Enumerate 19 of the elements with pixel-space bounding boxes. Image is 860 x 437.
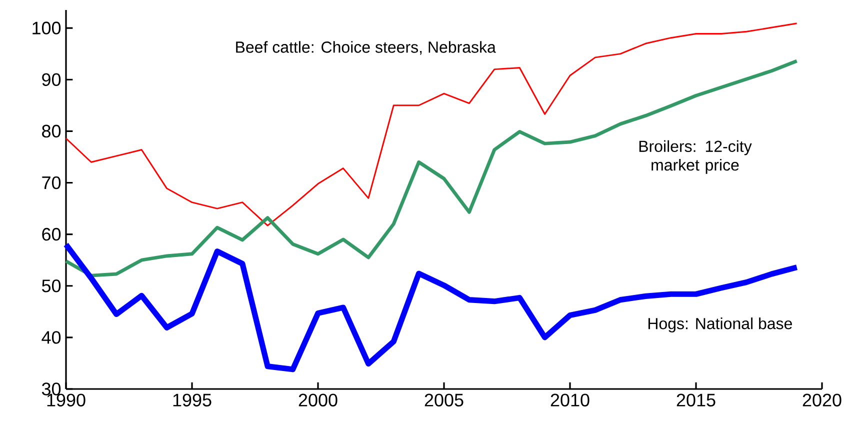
line-series: [65, 22, 798, 226]
x-tick-label: 2005: [424, 394, 464, 406]
x-tick-label: 2010: [550, 394, 590, 406]
series-label: Broilers: 12-city market price: [639, 140, 752, 174]
y-tick-label: 80: [42, 124, 61, 138]
series-label: Hogs: National base: [648, 318, 792, 332]
x-tick-label: 2015: [676, 394, 716, 406]
y-tick-label: 100: [32, 22, 61, 34]
y-tick-label: 60: [42, 228, 61, 241]
y-tick-label: 50: [42, 280, 61, 292]
x-tick-label: 2000: [298, 394, 338, 406]
x-tick-label: 1995: [173, 394, 212, 406]
y-tick-label: 30: [42, 382, 61, 396]
x-tick-label: 1990: [47, 394, 86, 406]
y-tick-label: 70: [42, 176, 61, 190]
x-tick-label: 2020: [802, 394, 842, 406]
y-tick-label: 90: [42, 73, 61, 86]
series-label: Beef cattle: Choice steers, Nebraska: [236, 41, 496, 55]
y-tick-label: 40: [42, 331, 61, 344]
